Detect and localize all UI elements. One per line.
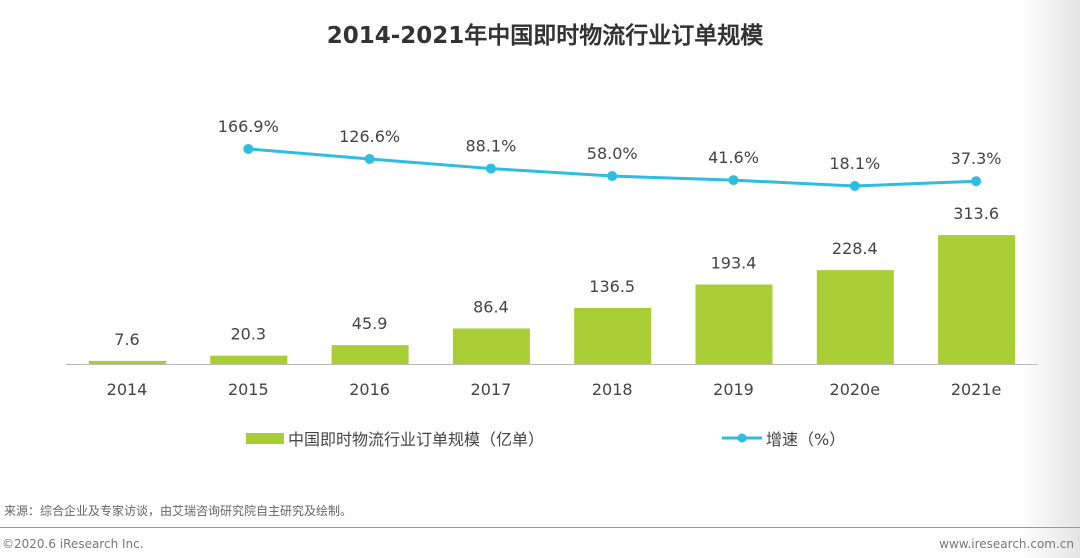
growth-label-2016: 126.6%: [339, 127, 400, 146]
growth-label-2020e: 18.1%: [829, 154, 880, 173]
source-note: 来源：综合企业及专家访谈，由艾瑞咨询研究院自主研究及绘制。: [4, 504, 353, 518]
edge-shadow: [1020, 0, 1080, 558]
copyright: ©2020.6 iResearch Inc.: [2, 537, 144, 551]
growth-label-2015: 166.9%: [218, 117, 279, 136]
website: www.iresearch.com.cn: [939, 537, 1074, 551]
x-tick-2021e: 2021e: [951, 380, 1002, 399]
bar-2017: [452, 328, 530, 364]
growth-point-2016: [364, 153, 375, 164]
growth-label-2021e: 37.3%: [951, 149, 1002, 168]
growth-point-2021e: [971, 176, 982, 187]
growth-label-2018: 58.0%: [587, 144, 638, 163]
x-tick-2015: 2015: [228, 380, 269, 399]
growth-label-2019: 41.6%: [708, 148, 759, 167]
legend-bar-label: 中国即时物流行业订单规模（亿单）: [288, 430, 545, 449]
bar-label-2017: 86.4: [473, 297, 509, 316]
x-tick-2020e: 2020e: [830, 380, 881, 399]
bar-label-2015: 20.3: [230, 325, 266, 344]
growth-point-2015: [243, 143, 254, 154]
legend-bar-swatch: [246, 432, 284, 444]
bar-label-2019: 193.4: [711, 254, 757, 273]
growth-label-2017: 88.1%: [465, 137, 516, 156]
chart-area: 7.6 2014 20.3 2015 45.9 2016 86.4 2017 136.5 2018…: [66, 117, 1038, 399]
bar-2018: [574, 307, 652, 364]
growth-point-2020e: [849, 180, 860, 191]
footer-divider: [0, 527, 1080, 528]
growth-point-2017: [485, 163, 496, 174]
legend-line-label: 增速（%）: [766, 430, 846, 449]
bar-2016: [331, 345, 409, 364]
growth-point-2019: [728, 175, 739, 186]
bar-label-2020e: 228.4: [832, 239, 878, 258]
x-tick-2014: 2014: [107, 380, 148, 399]
bar-2019: [695, 284, 773, 364]
x-tick-2017: 2017: [471, 380, 512, 399]
legend-item-line: 增速（%）: [722, 426, 845, 450]
chart-title: 2014-2021年中国即时物流行业订单规模: [326, 23, 764, 49]
growth-point-2018: [607, 171, 618, 182]
x-tick-2016: 2016: [349, 380, 390, 399]
legend-line-swatch: [722, 433, 762, 443]
bar-2021e: [938, 235, 1016, 364]
bar-label-2021e: 313.6: [953, 204, 999, 223]
x-tick-2019: 2019: [713, 380, 754, 399]
legend-item-bar: 中国即时物流行业订单规模（亿单）: [246, 426, 544, 450]
bar-2015: [210, 355, 288, 364]
bar-label-2018: 136.5: [589, 277, 635, 296]
bar-label-2016: 45.9: [352, 314, 388, 333]
bar-2020e: [816, 270, 894, 364]
bar-label-2014: 7.6: [114, 330, 139, 349]
bar-2014: [89, 360, 166, 364]
x-tick-2018: 2018: [592, 380, 633, 399]
